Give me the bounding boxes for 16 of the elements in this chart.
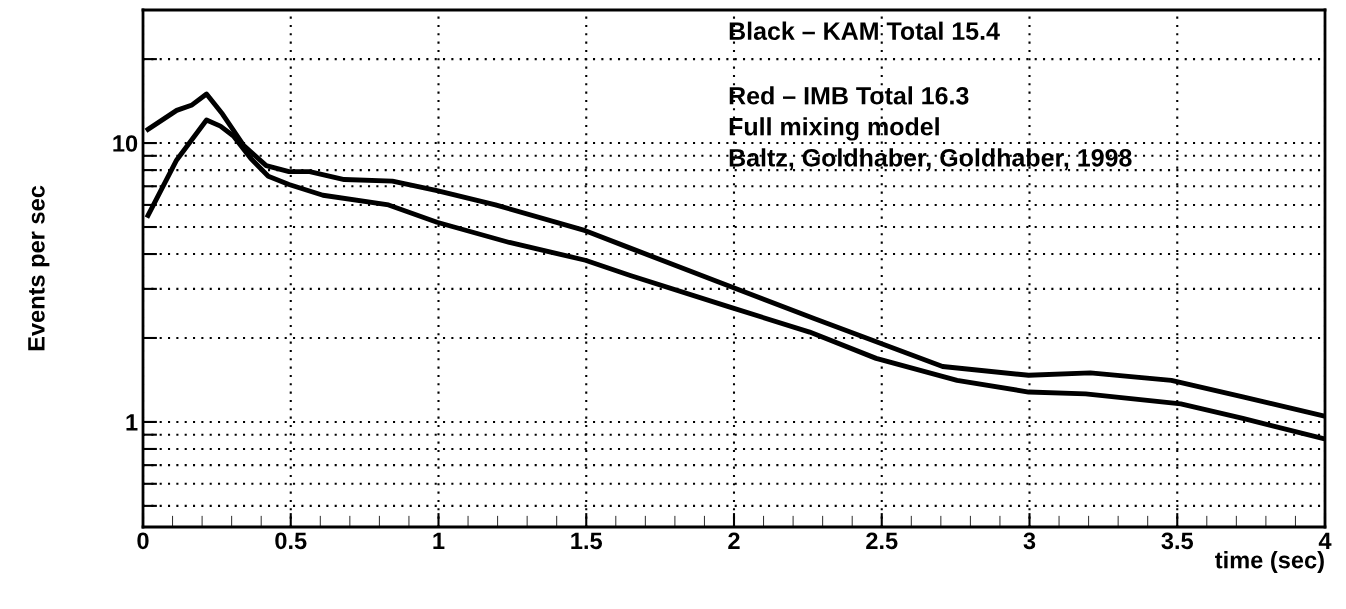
annotation: Full mixing model bbox=[729, 117, 939, 141]
annotation: Baltz, Goldhaber, Goldhaber, 1998 bbox=[729, 148, 1132, 171]
annotation: Red – IMB Total 16.3 bbox=[729, 86, 969, 105]
x-tick-label: 0 bbox=[137, 532, 149, 550]
x-tick-label: 2 bbox=[728, 532, 740, 549]
x-tick-label: 3 bbox=[1023, 532, 1036, 550]
x-tick-label: 3.5 bbox=[1161, 532, 1193, 550]
x-tick-label: 1 bbox=[433, 532, 445, 549]
y-tick-label: 10 bbox=[113, 135, 138, 152]
x-tick-label: 2.5 bbox=[866, 532, 898, 550]
x-tick-label: 4 bbox=[1318, 532, 1332, 549]
x-axis-title: time (sec) bbox=[1215, 551, 1324, 574]
annotation: Black – KAM Total 15.4 bbox=[729, 21, 1000, 40]
x-tick-label: 1.5 bbox=[571, 532, 602, 550]
y-axis-title: Events per sec bbox=[28, 185, 50, 351]
x-tick-label: 0.5 bbox=[275, 532, 307, 550]
